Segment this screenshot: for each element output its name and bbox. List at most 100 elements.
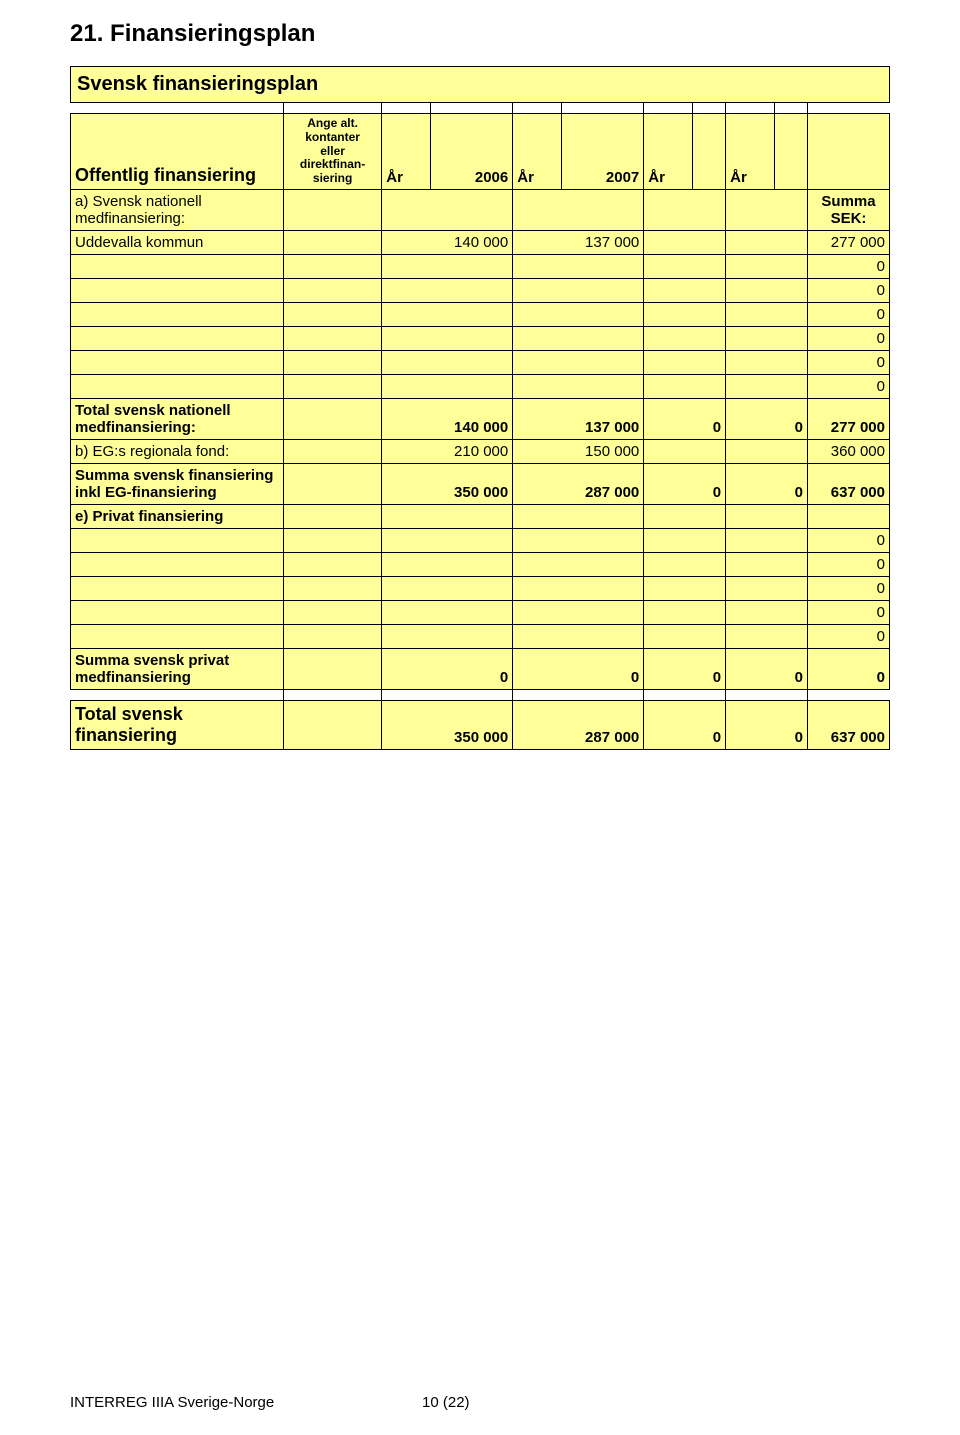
- cell-blank: [644, 552, 726, 576]
- total-svensk-v1: 350 000: [382, 700, 513, 749]
- row-zero-e: 0: [71, 552, 890, 576]
- cell-blank: [513, 624, 644, 648]
- zero-a-1: 0: [808, 278, 890, 302]
- cell-blank: [513, 504, 644, 528]
- cell-blank: [71, 326, 284, 350]
- row-uddevalla: Uddevalla kommun 140 000 137 000 277 000: [71, 230, 890, 254]
- row-summa-eg: Summa svensk finansiering inkl EG-finans…: [71, 463, 890, 504]
- cell-blank: [283, 700, 381, 749]
- cell-blank: [726, 504, 808, 528]
- footer-left: INTERREG IIIA Sverige-Norge: [70, 1394, 274, 1411]
- header-year-label-1: År: [382, 114, 431, 190]
- cell-blank: [644, 254, 726, 278]
- section-a-line1: a) Svensk nationell: [75, 193, 202, 210]
- cell-blank: [71, 254, 284, 278]
- header-year-1: 2006: [431, 114, 513, 190]
- cell-blank: [283, 504, 381, 528]
- cell-blank: [283, 230, 381, 254]
- table-title-row: Svensk finansieringsplan: [71, 67, 890, 103]
- row-section-e-label: e) Privat finansiering: [71, 504, 890, 528]
- cell-blank: [513, 600, 644, 624]
- cell-blank: [283, 463, 381, 504]
- cell-blank: [283, 576, 381, 600]
- zero-e-1: 0: [808, 552, 890, 576]
- summa-privat-label: Summa svensk privat medfinansiering: [71, 648, 284, 689]
- total-svensk-v4: 0: [726, 700, 808, 749]
- cell-blank: [513, 278, 644, 302]
- zero-e-2: 0: [808, 576, 890, 600]
- summa-eg-v4: 0: [726, 463, 808, 504]
- cell-blank: [382, 504, 513, 528]
- section-b-label: b) EG:s regionala fond:: [71, 439, 284, 463]
- summa-eg-line1: Summa svensk finansiering: [75, 467, 273, 484]
- cell-blank: [726, 374, 808, 398]
- cell-blank: [644, 374, 726, 398]
- total-a-v2: 137 000: [513, 398, 644, 439]
- summa-eg-sum: 637 000: [808, 463, 890, 504]
- cell-blank: [726, 552, 808, 576]
- page-heading: 21. Finansieringsplan: [70, 20, 890, 48]
- row-zero-e: 0: [71, 528, 890, 552]
- kontanter-line1: Ange alt. kontanter: [305, 116, 360, 144]
- cell-blank: [71, 552, 284, 576]
- cell-blank: [382, 254, 513, 278]
- zero-a-0: 0: [808, 254, 890, 278]
- cell-blank: [726, 600, 808, 624]
- header-year-2: 2007: [562, 114, 644, 190]
- summa-privat-v1: 0: [382, 648, 513, 689]
- financing-table: Svensk finansieringsplan Offentlig finan…: [70, 66, 890, 750]
- cell-blank: [726, 230, 808, 254]
- cell-blank: [283, 624, 381, 648]
- spacer-row: [71, 689, 890, 700]
- cell-blank: [382, 624, 513, 648]
- cell-blank: [513, 189, 644, 230]
- kontanter-line2: eller direktfinan-: [300, 144, 365, 172]
- cell-blank: [644, 576, 726, 600]
- total-a-line1: Total svensk nationell: [75, 402, 231, 419]
- cell-blank: [513, 374, 644, 398]
- cell-blank: [283, 302, 381, 326]
- cell-blank: [644, 278, 726, 302]
- cell-blank: [382, 350, 513, 374]
- cell-blank: [726, 302, 808, 326]
- cell-blank: [382, 374, 513, 398]
- uddevalla-v1: 140 000: [382, 230, 513, 254]
- table-title: Svensk finansieringsplan: [71, 67, 890, 103]
- summa-privat-line2: medfinansiering: [75, 669, 191, 686]
- zero-e-4: 0: [808, 624, 890, 648]
- cell-blank: [726, 528, 808, 552]
- cell-blank: [71, 600, 284, 624]
- row-zero-a: 0: [71, 350, 890, 374]
- cell-blank: [382, 552, 513, 576]
- row-total-a: Total svensk nationell medfinansiering: …: [71, 398, 890, 439]
- total-svensk-label: Total svensk finansiering: [71, 700, 284, 749]
- cell-blank: [283, 648, 381, 689]
- section-a-line2: medfinansiering:: [75, 210, 185, 227]
- total-a-sum: 277 000: [808, 398, 890, 439]
- cell-blank: [382, 326, 513, 350]
- cell-blank: [513, 576, 644, 600]
- zero-e-3: 0: [808, 600, 890, 624]
- total-svensk-sum: 637 000: [808, 700, 890, 749]
- cell-blank: [513, 552, 644, 576]
- cell-blank: [71, 278, 284, 302]
- summa-sek-header: Summa SEK:: [808, 189, 890, 230]
- cell-blank: [71, 624, 284, 648]
- cell-blank: [513, 528, 644, 552]
- summa-privat-sum: 0: [808, 648, 890, 689]
- cell-blank: [644, 302, 726, 326]
- cell-blank: [382, 302, 513, 326]
- row-section-a-label: a) Svensk nationell medfinansiering: Sum…: [71, 189, 890, 230]
- total-svensk-line1: Total svensk: [75, 704, 183, 724]
- row-zero-a: 0: [71, 326, 890, 350]
- section-b-v2: 150 000: [513, 439, 644, 463]
- cell-blank: [726, 576, 808, 600]
- header-kontanter: Ange alt. kontanter eller direktfinan- s…: [283, 114, 381, 190]
- cell-blank: [513, 326, 644, 350]
- zero-a-2: 0: [808, 302, 890, 326]
- cell-blank: [71, 374, 284, 398]
- summa-privat-v3: 0: [644, 648, 726, 689]
- cell-blank: [726, 278, 808, 302]
- summa-line1: Summa: [821, 193, 875, 210]
- spacer-row: [71, 103, 890, 114]
